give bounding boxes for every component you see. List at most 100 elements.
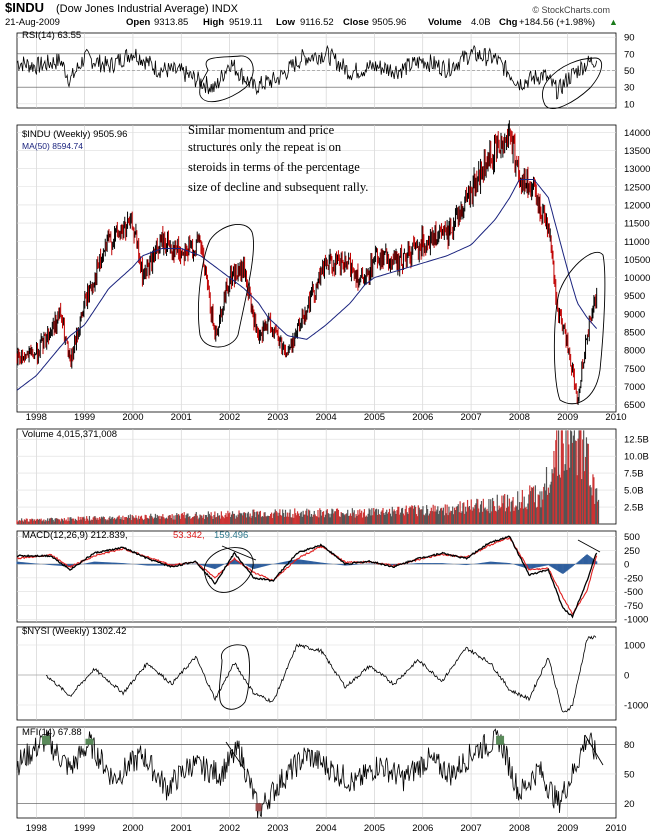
- macd-histogram-bar: [566, 564, 568, 571]
- volume-bar: [445, 513, 447, 524]
- volume-bar: [467, 507, 470, 524]
- macd-histogram-bar: [259, 564, 261, 568]
- volume-bar: [283, 516, 286, 524]
- volume-bar: [311, 516, 314, 524]
- volume-bar: [266, 516, 268, 524]
- macd-label-signal: 53.342,: [173, 530, 205, 541]
- macd-histogram-bar: [588, 555, 590, 565]
- volume-bar: [310, 514, 313, 524]
- macd-histogram-bar: [139, 564, 141, 565]
- macd-histogram-bar: [462, 564, 464, 565]
- macd-histogram-bar: [126, 563, 129, 565]
- volume-bar: [562, 443, 564, 524]
- volume-bar: [86, 516, 88, 524]
- macd-histogram-bar: [211, 564, 213, 569]
- macd-histogram-bar: [461, 564, 463, 565]
- volume-bar: [461, 511, 463, 524]
- macd-histogram-bar: [147, 564, 149, 566]
- macd-histogram-bar: [97, 561, 99, 565]
- volume-bar: [401, 507, 404, 524]
- volume-bar: [525, 506, 527, 524]
- volume-bar: [349, 513, 352, 524]
- volume-bar: [23, 519, 26, 524]
- volume-bar: [244, 513, 247, 524]
- macd-histogram-bar: [295, 559, 297, 565]
- macd-histogram-bar: [466, 564, 468, 566]
- high-value: 9519.11: [229, 17, 263, 28]
- macd-histogram-bar: [348, 564, 350, 566]
- volume-bar: [337, 509, 340, 524]
- macd-histogram-bar: [510, 563, 512, 565]
- macd-line: [16, 535, 598, 619]
- volume-bar: [585, 437, 588, 524]
- volume-bar: [325, 510, 327, 524]
- volume-bar: [557, 430, 560, 524]
- x-axis-year-label: 2006: [412, 823, 433, 834]
- volume-bar: [113, 517, 116, 524]
- volume-bar: [387, 512, 390, 524]
- macd-signal-line: [16, 536, 598, 616]
- x-axis-year-label: 2007: [461, 823, 482, 834]
- volume-bar: [527, 503, 529, 524]
- volume-bar: [181, 513, 183, 524]
- macd-histogram-bar: [544, 564, 547, 566]
- volume-bar: [69, 517, 71, 524]
- macd-histogram-bar: [416, 563, 418, 565]
- macd-histogram-bar: [313, 561, 315, 565]
- volume-bar: [315, 515, 317, 524]
- volume-bar: [419, 509, 421, 524]
- macd-histogram-bar: [518, 564, 521, 567]
- macd-histogram-bar: [55, 564, 57, 566]
- volume-bar: [497, 509, 499, 524]
- rsi-2001-ellipse: [199, 55, 254, 103]
- macd-histogram-bar: [352, 564, 354, 565]
- macd-histogram-bar: [578, 561, 580, 565]
- volume-bar: [392, 511, 394, 524]
- macd-histogram-bar: [106, 562, 108, 565]
- volume-bar: [29, 519, 31, 524]
- volume-bar: [77, 516, 79, 524]
- macd-histogram-bar: [306, 560, 308, 565]
- volume-bar: [232, 513, 235, 524]
- volume-bar: [295, 513, 297, 524]
- volume-bar: [121, 519, 123, 524]
- volume-bar: [102, 516, 104, 524]
- macd-histogram-bar: [276, 563, 278, 565]
- volume-bar: [193, 516, 196, 524]
- volume-bar: [191, 517, 194, 524]
- volume-bar: [26, 518, 28, 524]
- volume-bar: [87, 518, 89, 524]
- volume-bar: [95, 517, 97, 524]
- volume-bar: [147, 518, 149, 524]
- macd-histogram-bar: [91, 562, 93, 565]
- volume-bar: [487, 511, 489, 524]
- macd-histogram-bar: [111, 562, 113, 565]
- macd-histogram-bar: [304, 560, 306, 565]
- volume-bar: [368, 508, 370, 524]
- macd-histogram-bar: [499, 562, 501, 565]
- macd-histogram-bar: [520, 564, 523, 567]
- macd-histogram-bar: [419, 563, 421, 565]
- macd-histogram-bar: [504, 562, 506, 565]
- ma-label: MA(50) 8594.74: [22, 141, 83, 151]
- macd-histogram-bar: [46, 564, 48, 565]
- volume-bar: [575, 440, 577, 524]
- volume-bar: [534, 485, 536, 524]
- macd-histogram-bar: [522, 564, 524, 568]
- macd-histogram-bar: [120, 562, 122, 565]
- volume-bar: [161, 516, 163, 524]
- volume-bar: [389, 513, 392, 524]
- rsi-label: RSI(14) 63.55: [22, 30, 81, 41]
- macd-histogram-bar: [250, 564, 252, 568]
- volume-bar: [99, 517, 101, 524]
- macd-histogram-bar: [268, 564, 270, 566]
- volume-bar: [87, 520, 90, 524]
- macd-histogram-bar: [253, 564, 255, 570]
- macd-histogram-bar: [441, 563, 444, 565]
- volume-bar: [572, 435, 575, 524]
- macd-tick-label: -750: [624, 601, 643, 612]
- price-tick-label: 7500: [624, 364, 645, 375]
- volume-bar: [219, 518, 222, 524]
- macd-histogram-bar: [87, 562, 90, 565]
- macd-histogram-bar: [568, 564, 570, 570]
